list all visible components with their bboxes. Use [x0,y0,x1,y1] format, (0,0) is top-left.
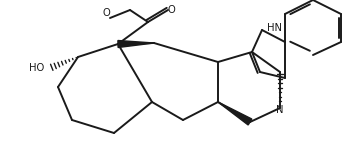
Polygon shape [118,40,154,48]
Text: N: N [276,105,284,115]
Text: O: O [102,8,110,18]
Polygon shape [218,102,252,125]
Text: O: O [168,5,176,15]
Text: HN: HN [267,23,282,33]
Text: HO: HO [29,63,44,73]
